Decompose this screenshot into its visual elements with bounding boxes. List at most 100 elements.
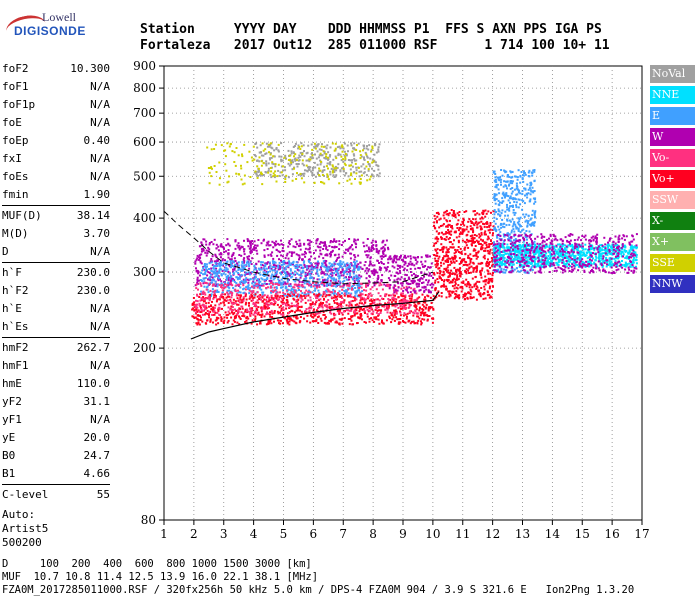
echo-point — [235, 309, 238, 312]
echo-point — [523, 232, 526, 235]
echo-point — [285, 286, 288, 289]
echo-point — [200, 262, 203, 265]
echo-point — [496, 236, 499, 239]
echo-point — [414, 267, 417, 270]
echo-point — [571, 243, 574, 246]
echo-point — [212, 321, 214, 324]
echo-point — [373, 281, 376, 284]
echo-point — [510, 231, 513, 234]
echo-point — [464, 260, 467, 263]
echo-point — [268, 322, 271, 325]
echo-point — [361, 298, 364, 301]
echo-point — [231, 284, 234, 287]
echo-point — [345, 293, 348, 296]
echo-point — [288, 274, 291, 277]
echo-point — [313, 283, 316, 286]
echo-point — [297, 265, 300, 268]
echo-point — [533, 169, 536, 171]
echo-point — [308, 244, 311, 247]
echo-point — [227, 249, 230, 251]
echo-point — [336, 295, 339, 298]
echo-point — [370, 249, 373, 252]
echo-point — [366, 315, 369, 318]
echo-point — [247, 245, 250, 248]
echo-point — [380, 257, 383, 260]
echo-point — [445, 296, 448, 299]
echo-point — [418, 289, 421, 292]
echo-point — [445, 251, 448, 254]
echo-point — [265, 298, 268, 301]
echo-point — [495, 193, 498, 196]
echo-point — [354, 292, 357, 295]
echo-point — [296, 272, 299, 275]
echo-point — [209, 289, 212, 292]
echo-point — [420, 256, 423, 259]
echo-point — [445, 225, 448, 228]
echo-point — [285, 282, 287, 285]
echo-point — [252, 248, 255, 251]
echo-point — [417, 267, 420, 269]
echo-point — [311, 265, 314, 268]
echo-point — [480, 226, 483, 229]
echo-point — [336, 321, 339, 324]
echo-point — [394, 275, 397, 277]
echo-point — [444, 255, 447, 258]
echo-point — [398, 300, 401, 303]
echo-point — [269, 285, 272, 288]
echo-point — [260, 261, 263, 264]
echo-point — [459, 251, 462, 254]
echo-point — [493, 199, 496, 201]
echo-point — [580, 263, 583, 266]
param-name: foF1 — [2, 80, 29, 93]
echo-point — [480, 228, 483, 231]
echo-point — [406, 269, 409, 272]
echo-point — [316, 316, 319, 319]
echo-point — [193, 309, 196, 312]
echo-point — [310, 285, 313, 288]
echo-point — [366, 308, 369, 311]
echo-point — [321, 306, 324, 309]
param-row: hmE 110.0 — [2, 375, 110, 393]
echo-point — [544, 262, 547, 264]
echo-point — [303, 253, 306, 256]
echo-point — [517, 198, 520, 201]
echo-point — [247, 272, 250, 275]
echo-point — [294, 289, 296, 292]
echo-point — [267, 312, 269, 315]
echo-point — [197, 288, 199, 291]
echo-point — [456, 278, 459, 281]
echo-point — [220, 253, 223, 256]
echo-point — [412, 320, 415, 323]
echo-point — [458, 257, 461, 260]
echo-point — [403, 263, 406, 266]
echo-point — [205, 254, 208, 257]
echo-point — [416, 315, 419, 318]
echo-point — [271, 316, 273, 319]
echo-point — [472, 210, 475, 213]
echo-point — [260, 242, 263, 245]
echo-point — [509, 181, 512, 184]
echo-point — [318, 286, 321, 288]
echo-point — [427, 309, 430, 312]
echo-point — [252, 277, 255, 280]
echo-point — [592, 257, 594, 260]
echo-point — [368, 250, 371, 253]
echo-point — [388, 315, 391, 318]
echo-point — [243, 267, 246, 270]
echo-point — [233, 315, 236, 318]
echo-point — [205, 288, 208, 291]
echo-point — [591, 245, 594, 248]
echo-point — [197, 309, 200, 312]
echo-point — [533, 221, 536, 224]
echo-point — [602, 264, 605, 267]
echo-point — [356, 294, 359, 297]
echo-point — [296, 267, 299, 269]
echo-point — [230, 294, 233, 297]
echo-point — [490, 243, 493, 245]
echo-point — [518, 270, 521, 273]
echo-point — [239, 291, 242, 294]
echo-point — [356, 286, 359, 289]
echo-point — [421, 310, 424, 313]
echo-point — [364, 312, 366, 314]
echo-point — [493, 227, 496, 229]
